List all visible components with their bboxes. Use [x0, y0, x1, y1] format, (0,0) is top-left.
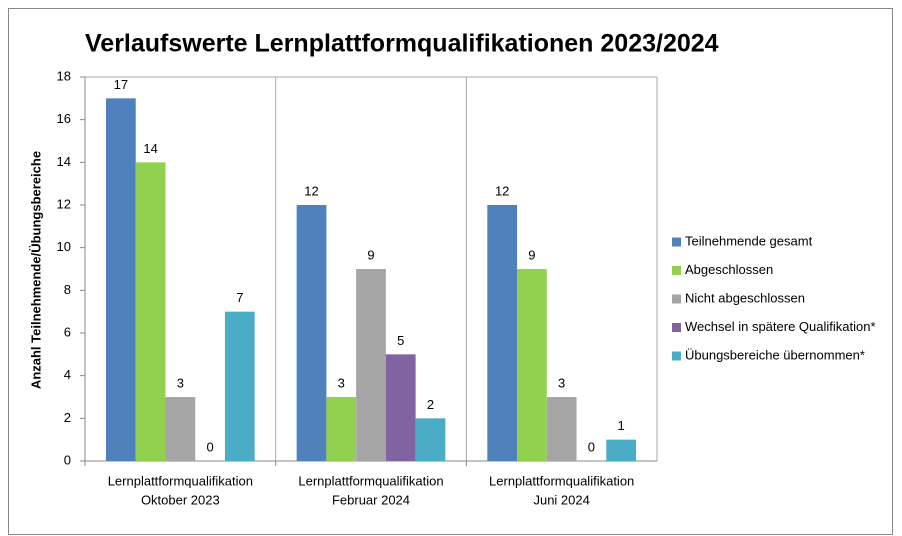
y-tick-label: 2 — [64, 410, 71, 425]
y-tick-label: 8 — [64, 282, 71, 297]
chart-title: Verlaufswerte Lernplattformqualifikation… — [85, 30, 719, 58]
value-label: 17 — [114, 77, 128, 92]
y-tick-label: 10 — [57, 239, 71, 254]
bar — [415, 418, 446, 461]
bar — [296, 205, 327, 461]
value-label: 12 — [304, 183, 318, 198]
bar — [356, 269, 386, 461]
bar — [517, 269, 547, 461]
value-label: 9 — [528, 247, 535, 262]
y-tick-label: 6 — [64, 324, 71, 339]
legend-label: Wechsel in spätere Qualifikation* — [685, 319, 876, 334]
value-label: 5 — [397, 333, 404, 348]
value-label: 3 — [338, 375, 345, 390]
x-tick-label: Lernplattformqualifikation — [489, 473, 634, 488]
y-axis-label: Anzahl Teilnehmende/Übungsbereiche — [28, 151, 43, 389]
x-tick-label: Lernplattformqualifikation — [108, 473, 253, 488]
value-label: 9 — [367, 247, 374, 262]
legend-swatch — [672, 323, 681, 332]
value-label: 0 — [588, 439, 595, 454]
x-tick-label: Februar 2024 — [332, 492, 410, 507]
x-tick-label: Lernplattformqualifikation — [298, 473, 443, 488]
legend-swatch — [672, 294, 681, 304]
legend-label: Abgeschlossen — [685, 262, 773, 277]
bar — [326, 397, 357, 461]
value-label: 14 — [143, 141, 157, 156]
bar — [487, 205, 518, 461]
bar — [135, 162, 166, 462]
bar — [385, 354, 416, 461]
bar — [105, 98, 136, 461]
y-tick-label: 4 — [64, 367, 71, 382]
bar — [224, 311, 255, 461]
y-tick-label: 12 — [57, 196, 71, 211]
value-label: 3 — [177, 375, 184, 390]
x-tick-label: Oktober 2023 — [141, 492, 220, 507]
legend-label: Nicht abgeschlossen — [685, 290, 805, 305]
legend-label: Teilnehmende gesamt — [685, 233, 813, 248]
bar — [606, 439, 637, 461]
value-label: 12 — [495, 183, 509, 198]
legend-swatch — [672, 237, 681, 247]
legend-swatch — [672, 266, 681, 275]
value-label: 2 — [427, 397, 434, 412]
value-label: 0 — [206, 439, 213, 454]
legend-label: Übungsbereiche übernommen* — [685, 347, 865, 362]
value-label: 3 — [558, 375, 565, 390]
y-tick-label: 14 — [57, 154, 71, 169]
value-label: 1 — [618, 418, 625, 433]
bar — [165, 397, 196, 461]
bar — [546, 397, 577, 461]
y-tick-label: 18 — [57, 68, 71, 83]
y-tick-label: 0 — [64, 452, 71, 467]
y-tick-label: 16 — [57, 111, 71, 126]
x-tick-label: Juni 2024 — [533, 492, 589, 507]
legend-swatch — [672, 351, 681, 361]
value-label: 7 — [236, 290, 243, 305]
